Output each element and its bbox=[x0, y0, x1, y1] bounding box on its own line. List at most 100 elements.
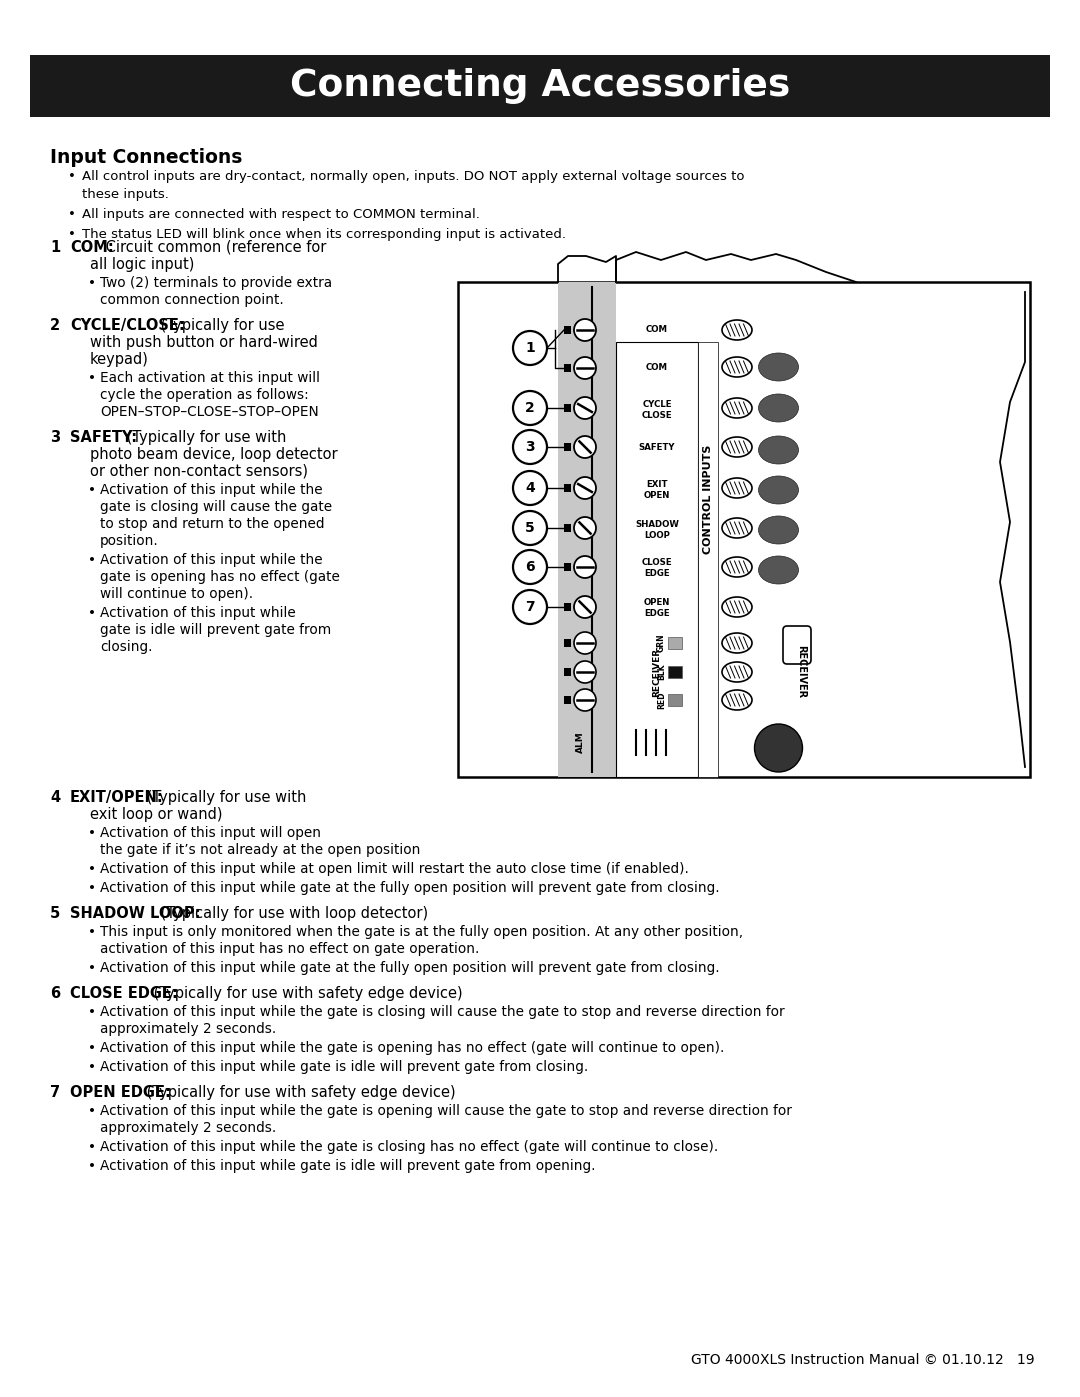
Text: 3: 3 bbox=[50, 430, 60, 446]
Bar bbox=[558, 282, 616, 777]
Text: common connection point.: common connection point. bbox=[100, 293, 284, 307]
Text: gate is idle will prevent gate from: gate is idle will prevent gate from bbox=[100, 623, 332, 637]
Bar bbox=[564, 404, 571, 412]
Text: with push button or hard-wired: with push button or hard-wired bbox=[90, 335, 318, 351]
Bar bbox=[669, 637, 681, 650]
Text: 1: 1 bbox=[525, 341, 535, 355]
Ellipse shape bbox=[758, 353, 798, 381]
Text: closing.: closing. bbox=[100, 640, 152, 654]
Text: will continue to open).: will continue to open). bbox=[100, 587, 253, 601]
Text: 5: 5 bbox=[525, 521, 535, 535]
Text: Input Connections: Input Connections bbox=[50, 148, 242, 168]
Text: (Typically for use with safety edge device): (Typically for use with safety edge devi… bbox=[141, 1085, 456, 1099]
Text: •: • bbox=[87, 882, 96, 895]
Bar bbox=[564, 696, 571, 704]
Circle shape bbox=[573, 661, 596, 683]
Bar bbox=[564, 524, 571, 532]
Ellipse shape bbox=[758, 515, 798, 543]
Ellipse shape bbox=[723, 320, 752, 339]
Text: 6: 6 bbox=[525, 560, 535, 574]
Text: SHADOW
LOOP: SHADOW LOOP bbox=[635, 520, 679, 539]
Text: Activation of this input while the gate is opening will cause the gate to stop a: Activation of this input while the gate … bbox=[100, 1104, 792, 1118]
Text: 7: 7 bbox=[525, 599, 535, 615]
Text: approximately 2 seconds.: approximately 2 seconds. bbox=[100, 1023, 276, 1037]
Text: ALM: ALM bbox=[576, 731, 584, 753]
Text: •: • bbox=[87, 925, 96, 939]
Text: keypad): keypad) bbox=[90, 352, 149, 367]
Circle shape bbox=[755, 724, 802, 773]
Bar bbox=[564, 443, 571, 451]
Bar bbox=[669, 694, 681, 705]
Bar bbox=[698, 342, 718, 777]
Text: (Typically for use with: (Typically for use with bbox=[122, 430, 286, 446]
Bar bbox=[564, 563, 571, 571]
Ellipse shape bbox=[723, 690, 752, 710]
Text: CONTROL INPUTS: CONTROL INPUTS bbox=[703, 444, 713, 555]
Ellipse shape bbox=[758, 556, 798, 584]
Text: •: • bbox=[68, 208, 76, 221]
Text: •: • bbox=[87, 606, 96, 620]
Bar bbox=[564, 638, 571, 647]
Text: OPEN–STOP–CLOSE–STOP–OPEN: OPEN–STOP–CLOSE–STOP–OPEN bbox=[100, 405, 319, 419]
Circle shape bbox=[513, 430, 546, 464]
Text: Activation of this input while at open limit will restart the auto close time (i: Activation of this input while at open l… bbox=[100, 862, 689, 876]
Circle shape bbox=[573, 436, 596, 458]
Text: BLK: BLK bbox=[657, 664, 666, 680]
Text: SHADOW LOOP:: SHADOW LOOP: bbox=[70, 907, 201, 921]
Text: CYCLE/CLOSE:: CYCLE/CLOSE: bbox=[70, 319, 185, 332]
Circle shape bbox=[573, 476, 596, 499]
Text: Activation of this input while gate at the fully open position will prevent gate: Activation of this input while gate at t… bbox=[100, 961, 719, 975]
Text: (Typically for use with loop detector): (Typically for use with loop detector) bbox=[156, 907, 428, 921]
Text: Connecting Accessories: Connecting Accessories bbox=[289, 68, 791, 103]
Circle shape bbox=[513, 511, 546, 545]
Text: Activation of this input while gate is idle will prevent gate from closing.: Activation of this input while gate is i… bbox=[100, 1060, 589, 1074]
Text: Activation of this input while gate at the fully open position will prevent gate: Activation of this input while gate at t… bbox=[100, 882, 719, 895]
Ellipse shape bbox=[723, 557, 752, 577]
Circle shape bbox=[513, 391, 546, 425]
Text: All control inputs are dry-contact, normally open, inputs. DO NOT apply external: All control inputs are dry-contact, norm… bbox=[82, 170, 744, 183]
Text: •: • bbox=[87, 553, 96, 567]
Circle shape bbox=[513, 590, 546, 624]
Text: EXIT/OPEN:: EXIT/OPEN: bbox=[70, 789, 164, 805]
Text: Activation of this input while the: Activation of this input while the bbox=[100, 483, 323, 497]
Text: COM: COM bbox=[646, 362, 669, 372]
Text: cycle the operation as follows:: cycle the operation as follows: bbox=[100, 388, 309, 402]
Text: •: • bbox=[68, 228, 76, 242]
Ellipse shape bbox=[723, 358, 752, 377]
Text: (Typically for use with safety edge device): (Typically for use with safety edge devi… bbox=[149, 986, 462, 1002]
Circle shape bbox=[573, 597, 596, 617]
Ellipse shape bbox=[723, 662, 752, 682]
Text: gate is opening has no effect (gate: gate is opening has no effect (gate bbox=[100, 570, 340, 584]
Circle shape bbox=[573, 319, 596, 341]
Ellipse shape bbox=[723, 398, 752, 418]
Text: 5: 5 bbox=[50, 907, 60, 921]
Text: 2: 2 bbox=[50, 319, 60, 332]
Ellipse shape bbox=[758, 436, 798, 464]
Text: Activation of this input while the: Activation of this input while the bbox=[100, 553, 323, 567]
Text: OPEN
EDGE: OPEN EDGE bbox=[644, 598, 671, 617]
Ellipse shape bbox=[723, 518, 752, 538]
Text: •: • bbox=[87, 1140, 96, 1154]
Ellipse shape bbox=[723, 597, 752, 617]
Text: Each activation at this input will: Each activation at this input will bbox=[100, 372, 320, 386]
Text: 1: 1 bbox=[50, 240, 60, 256]
Text: This input is only monitored when the gate is at the fully open position. At any: This input is only monitored when the ga… bbox=[100, 925, 743, 939]
Text: The status LED will blink once when its corresponding input is activated.: The status LED will blink once when its … bbox=[82, 228, 566, 242]
Circle shape bbox=[573, 358, 596, 379]
Text: Activation of this input while the gate is opening has no effect (gate will cont: Activation of this input while the gate … bbox=[100, 1041, 725, 1055]
Text: gate is closing will cause the gate: gate is closing will cause the gate bbox=[100, 500, 333, 514]
Bar bbox=[564, 483, 571, 492]
Text: •: • bbox=[87, 372, 96, 386]
Text: EXIT
OPEN: EXIT OPEN bbox=[644, 481, 671, 500]
Circle shape bbox=[573, 556, 596, 578]
FancyBboxPatch shape bbox=[783, 626, 811, 664]
Text: OPEN EDGE:: OPEN EDGE: bbox=[70, 1085, 171, 1099]
Text: SAFETY: SAFETY bbox=[638, 443, 675, 451]
Ellipse shape bbox=[723, 478, 752, 497]
Ellipse shape bbox=[723, 633, 752, 652]
Text: position.: position. bbox=[100, 534, 159, 548]
Text: or other non-contact sensors): or other non-contact sensors) bbox=[90, 464, 308, 479]
Text: •: • bbox=[87, 1160, 96, 1173]
Bar bbox=[564, 604, 571, 610]
Text: (Typically for use with: (Typically for use with bbox=[141, 789, 307, 805]
